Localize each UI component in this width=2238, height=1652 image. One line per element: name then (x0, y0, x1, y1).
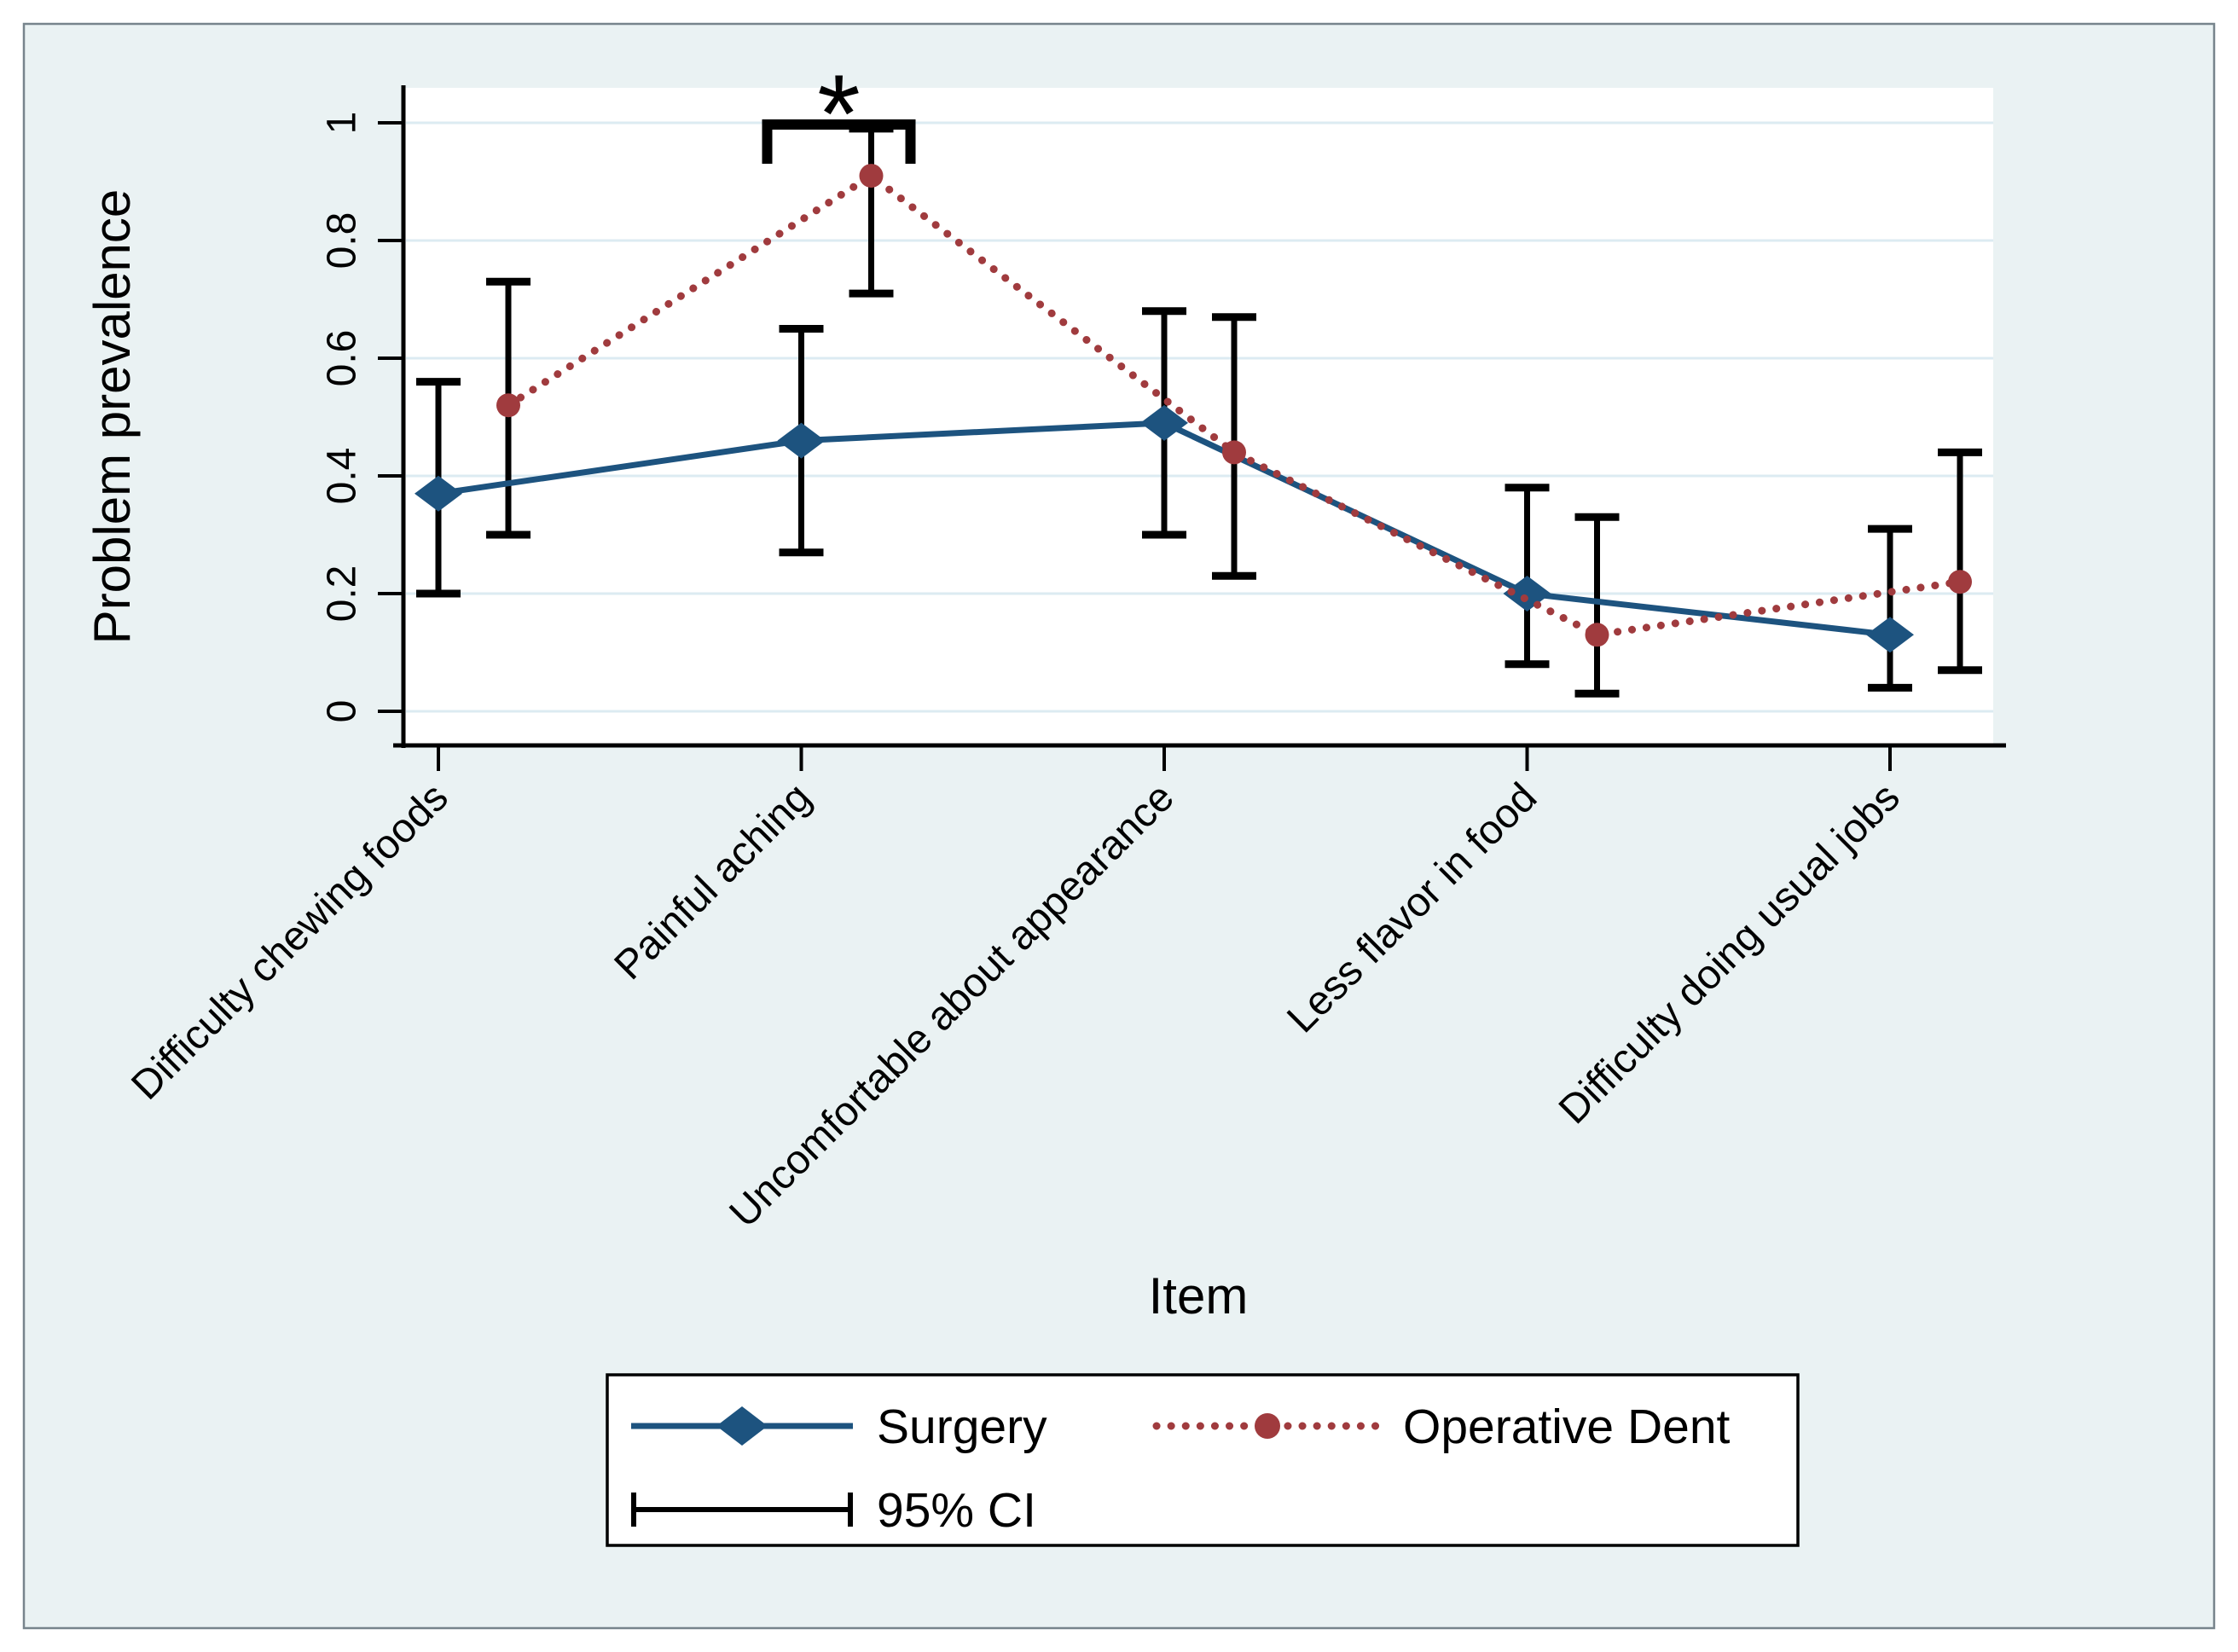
data-point-marker-surgery (777, 422, 826, 459)
series-line-operative-dent (504, 171, 1964, 639)
data-point-marker-operative-dent (1585, 623, 1609, 647)
legend-box (606, 1373, 1800, 1547)
data-point-marker-operative-dent (859, 164, 884, 188)
y-tick-label: 0.4 (320, 448, 365, 505)
data-point-marker-operative-dent (1222, 440, 1246, 465)
data-point-marker-surgery (1866, 617, 1914, 653)
legend-surgery-label: Surgery (877, 1400, 1047, 1454)
data-point-marker-surgery (415, 475, 462, 512)
legend-ci-label: 95% CI (877, 1483, 1036, 1538)
legend-operative-dent-marker (1255, 1413, 1280, 1439)
legend-operative-dent-label: Operative Dent (1403, 1400, 1731, 1454)
x-axis-title: Item (1149, 1267, 1249, 1324)
y-tick-label: 1 (320, 112, 365, 135)
legend-surgery-marker (716, 1406, 768, 1446)
y-tick-label: 0.6 (320, 330, 365, 387)
y-axis-title: Problem prevalence (84, 189, 141, 645)
data-point-marker-operative-dent (496, 393, 520, 418)
significance-bracket (762, 119, 916, 164)
y-tick-label: 0.2 (320, 565, 365, 623)
y-tick-label: 0 (320, 700, 365, 723)
data-point-marker-operative-dent (1948, 570, 1972, 594)
significance-asterisk: * (817, 51, 861, 176)
plot-area (405, 88, 1993, 745)
data-point-marker-surgery (1140, 404, 1188, 441)
y-tick-label: 0.8 (320, 212, 365, 270)
